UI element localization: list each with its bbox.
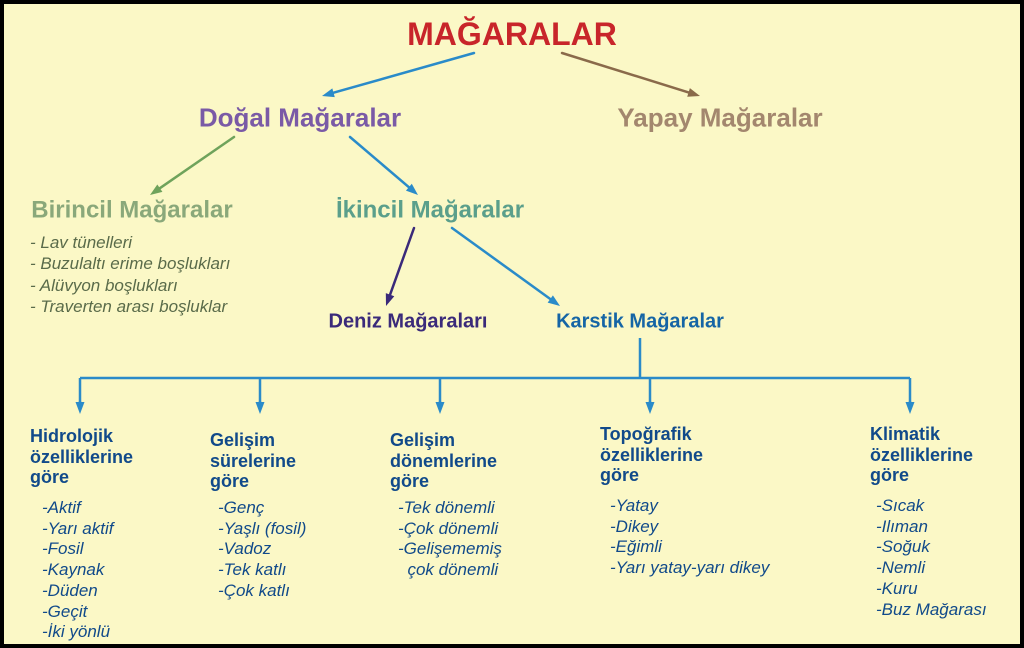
category-title-1: Gelişimsürelerinegöre bbox=[210, 430, 296, 492]
list-item: -Geçit bbox=[42, 602, 113, 623]
title-line: Gelişim bbox=[210, 430, 296, 451]
list-item: -Soğuk bbox=[876, 537, 987, 558]
outer-border bbox=[0, 0, 1024, 648]
category-items-4: -Sıcak-Ilıman-Soğuk-Nemli-Kuru-Buz Mağar… bbox=[876, 496, 987, 620]
list-item: -Düden bbox=[42, 581, 113, 602]
list-item: -Çok dönemli bbox=[398, 519, 502, 540]
connectors-layer bbox=[0, 0, 1024, 648]
diagram-canvas: MAĞARALAR Doğal Mağaralar Yapay Mağaralar B… bbox=[0, 0, 1024, 648]
category-items-1: -Genç-Yaşlı (fosil)-Vadoz-Tek katlı-Çok … bbox=[218, 498, 306, 602]
list-item: -Buz Mağarası bbox=[876, 600, 987, 621]
title-line: özelliklerine bbox=[870, 445, 973, 466]
node-birincil: Birincil Mağaralar bbox=[31, 197, 232, 222]
title-line: Topoğrafik bbox=[600, 424, 703, 445]
list-item: - Buzulaltı erime boşlukları bbox=[30, 253, 230, 274]
list-item: - Alüvyon boşlukları bbox=[30, 275, 230, 296]
title-line: özelliklerine bbox=[600, 445, 703, 466]
list-item: -Gelişememiş bbox=[398, 539, 502, 560]
category-items-2: -Tek dönemli-Çok dönemli-Gelişememiş çok… bbox=[398, 498, 502, 581]
list-item: -Yarı yatay-yarı dikey bbox=[610, 558, 769, 579]
list-item: -Çok katlı bbox=[218, 581, 306, 602]
node-deniz: Deniz Mağaraları bbox=[329, 312, 488, 333]
list-item: -Yarı aktif bbox=[42, 519, 113, 540]
node-ikincil: İkincil Mağaralar bbox=[336, 197, 524, 222]
node-yapay: Yapay Mağaralar bbox=[617, 104, 822, 131]
category-items-0: -Aktif-Yarı aktif-Fosil-Kaynak-Düden-Geç… bbox=[42, 498, 113, 643]
node-dogal: Doğal Mağaralar bbox=[199, 104, 401, 131]
title-line: özelliklerine bbox=[30, 447, 133, 468]
list-item: -Tek katlı bbox=[218, 560, 306, 581]
list-item: -Aktif bbox=[42, 498, 113, 519]
list-item: -Nemli bbox=[876, 558, 987, 579]
category-title-2: Gelişimdönemlerinegöre bbox=[390, 430, 497, 492]
title-line: sürelerine bbox=[210, 451, 296, 472]
list-item: -Sıcak bbox=[876, 496, 987, 517]
list-item: -Genç bbox=[218, 498, 306, 519]
list-item: -Vadoz bbox=[218, 539, 306, 560]
list-item: çok dönemli bbox=[398, 560, 502, 581]
title-line: göre bbox=[870, 465, 973, 486]
title-line: göre bbox=[210, 471, 296, 492]
node-karstik: Karstik Mağaralar bbox=[556, 312, 724, 333]
list-item: -Kaynak bbox=[42, 560, 113, 581]
list-item: -İki yönlü bbox=[42, 622, 113, 643]
list-item: -Tek dönemli bbox=[398, 498, 502, 519]
birincil-sublist: - Lav tünelleri- Buzulaltı erime boşlukl… bbox=[30, 232, 230, 317]
category-items-3: -Yatay-Dikey-Eğimli-Yarı yatay-yarı dike… bbox=[610, 496, 769, 579]
title-line: göre bbox=[30, 467, 133, 488]
title-line: Gelişim bbox=[390, 430, 497, 451]
list-item: -Yaşlı (fosil) bbox=[218, 519, 306, 540]
title-line: dönemlerine bbox=[390, 451, 497, 472]
title-line: göre bbox=[600, 465, 703, 486]
category-title-4: Klimatiközelliklerinegöre bbox=[870, 424, 973, 486]
title-line: Hidrolojik bbox=[30, 426, 133, 447]
list-item: -Ilıman bbox=[876, 517, 987, 538]
title-line: Klimatik bbox=[870, 424, 973, 445]
category-title-3: Topoğrafiközelliklerinegöre bbox=[600, 424, 703, 486]
list-item: -Dikey bbox=[610, 517, 769, 538]
list-item: - Traverten arası boşluklar bbox=[30, 296, 230, 317]
list-item: - Lav tünelleri bbox=[30, 232, 230, 253]
list-item: -Fosil bbox=[42, 539, 113, 560]
list-item: -Kuru bbox=[876, 579, 987, 600]
title-line: göre bbox=[390, 471, 497, 492]
list-item: -Yatay bbox=[610, 496, 769, 517]
category-title-0: Hidrolojiközelliklerinegöre bbox=[30, 426, 133, 488]
node-root: MAĞARALAR bbox=[407, 18, 617, 52]
list-item: -Eğimli bbox=[610, 537, 769, 558]
